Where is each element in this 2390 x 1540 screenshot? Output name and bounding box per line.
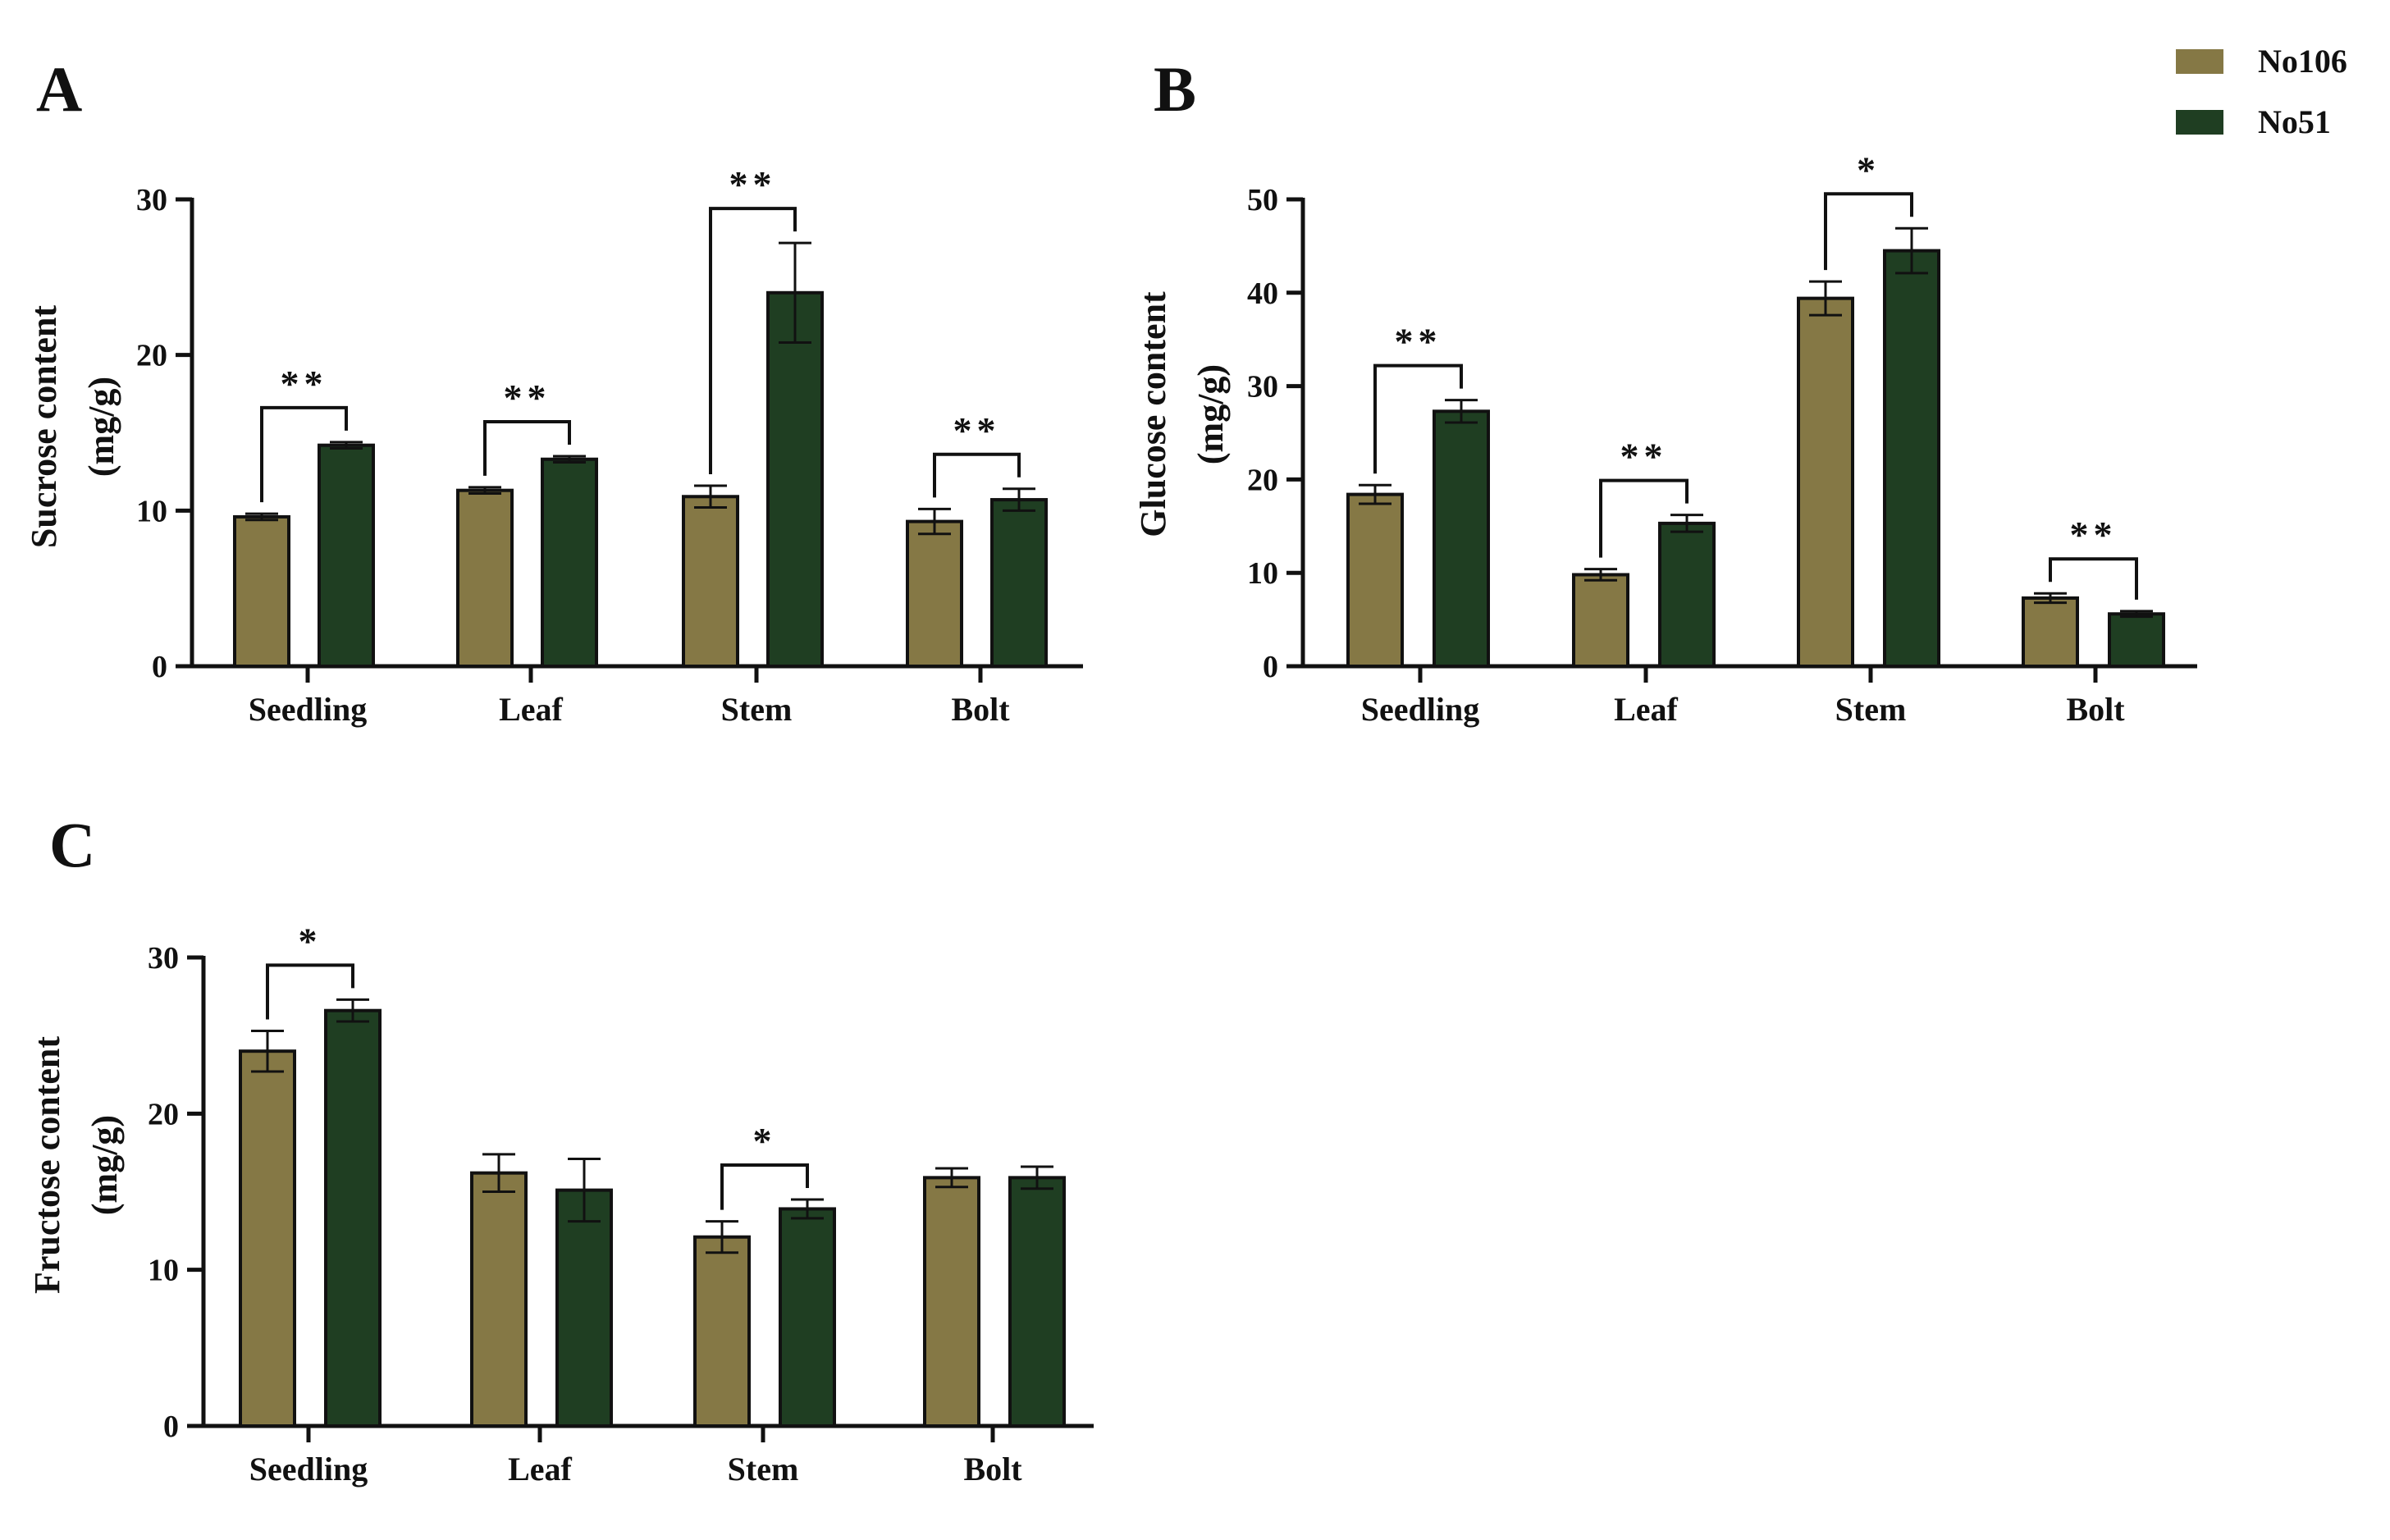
significance-bracket [2049,557,2138,600]
significance-bracket [1599,478,1689,558]
significance-label: ** [1620,436,1668,478]
bar-no106-bolt [906,519,963,668]
bar-no106-bolt [2022,596,2079,669]
significance-bracket [720,1163,809,1210]
y-axis-unit: (mg/g) [1190,364,1231,464]
bar-no51-leaf [541,457,598,669]
y-tick-label: 0 [1263,650,1278,684]
bar-no51-seedling [1433,409,1490,668]
y-tick-label: 30 [148,941,179,976]
bar-no51-bolt [2108,612,2165,668]
x-tick-label: Stem [728,1451,799,1487]
y-axis-title: Sucrose content [24,305,64,549]
y-tick-label: 40 [1247,276,1278,311]
bar-no106-leaf [456,488,514,669]
y-axis-unit: (mg/g) [81,377,121,477]
legend: No106 No51 [2176,43,2347,140]
x-tick-label: Bolt [2066,691,2125,728]
x-tick-label: Bolt [951,691,1010,728]
bar-no51-stem [779,1207,836,1428]
bar-no106-bolt [923,1176,980,1428]
bar-no106-leaf [470,1171,528,1428]
panel-c: C Fructose content (mg/g) 0 10 20 30 Seedling * L… [27,809,1094,1487]
bar-no106-seedling [239,1049,296,1428]
bar-no106-leaf [1572,573,1629,669]
x-tick-label: Seedling [249,1451,368,1487]
x-tick-label: Bolt [963,1451,1022,1487]
legend-label-no106: No106 [2258,43,2347,80]
legend-swatch-no106 [2176,49,2223,74]
panel-b: B Glucose content (mg/g) 0 10 20 30 40 50 Seedlin… [1133,53,2197,728]
significance-label: ** [1395,321,1442,363]
significance-bracket [260,405,348,503]
y-axis-title: Glucose content [1133,291,1173,537]
significance-bracket [1373,363,1463,474]
x-tick-label: Leaf [499,691,563,728]
bar-no106-seedling [233,514,290,668]
x-tick-label: Stem [1835,691,1907,728]
bar-no106-stem [682,495,739,668]
significance-label: ** [504,377,551,418]
panel-a: A Sucrose content (mg/g) 0 10 20 30 Seedling ** L… [24,53,1083,728]
y-tick-label: 20 [148,1097,179,1131]
bar-no51-stem [1883,249,1940,668]
x-tick-label: Seedling [1361,691,1479,728]
y-tick-label: 30 [1247,370,1278,404]
significance-label: * [1857,149,1880,190]
x-tick-label: Leaf [1614,691,1678,728]
bar-no106-stem [1797,296,1854,668]
panel-label: B [1154,53,1196,125]
panel-label: A [36,53,82,125]
significance-label: * [299,920,322,962]
bar-no51-seedling [318,443,375,668]
y-tick-label: 10 [1247,556,1278,591]
bar-no106-seedling [1346,492,1404,668]
significance-bracket [709,207,797,474]
y-tick-label: 10 [148,1254,179,1288]
x-tick-label: Seedling [249,691,367,728]
legend-label-no51: No51 [2258,103,2331,140]
y-tick-label: 0 [152,650,167,684]
x-tick-label: Stem [721,691,793,728]
bar-no106-stem [693,1235,751,1428]
y-tick-label: 20 [136,339,167,373]
significance-label: ** [953,409,1001,451]
x-tick-label: Leaf [508,1451,572,1487]
y-tick-label: 20 [1247,463,1278,497]
bar-no51-seedling [324,1008,382,1428]
y-tick-label: 0 [163,1410,179,1444]
y-tick-label: 10 [136,494,167,528]
y-axis-unit: (mg/g) [85,1115,125,1215]
panel-label: C [49,809,95,880]
bar-no51-leaf [555,1188,613,1428]
significance-bracket [483,419,571,476]
y-axis-title: Fructose content [27,1036,67,1294]
legend-swatch-no51 [2176,110,2223,135]
bar-no51-bolt [990,498,1048,668]
y-tick-label: 50 [1247,183,1278,217]
significance-label: ** [281,363,328,404]
significance-bracket [933,452,1021,498]
bar-no51-bolt [1008,1176,1066,1428]
significance-bracket [1824,192,1913,271]
significance-bracket [266,963,354,1020]
bar-no51-leaf [1658,521,1716,668]
bar-no51-stem [766,290,824,668]
y-tick-label: 30 [136,183,167,217]
significance-label: ** [2070,514,2118,555]
significance-label: * [753,1120,777,1162]
significance-label: ** [729,163,777,205]
